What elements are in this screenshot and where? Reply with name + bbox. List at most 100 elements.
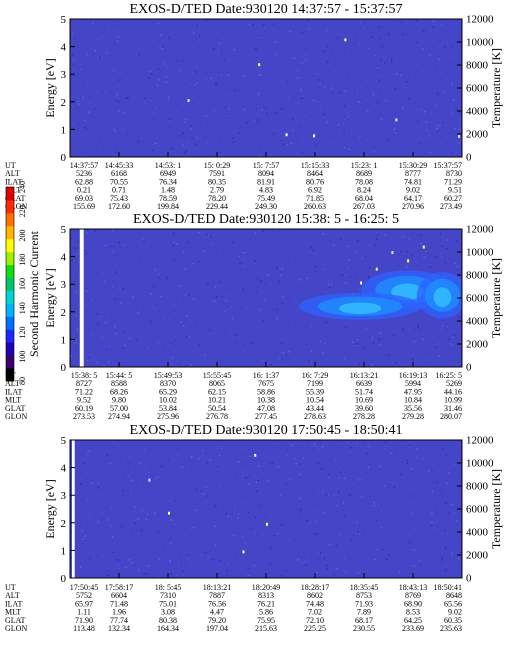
noise-speck: [381, 526, 383, 528]
noise-speck: [314, 520, 317, 522]
noise-speck: [194, 71, 196, 73]
noise-speck: [122, 128, 124, 130]
noise-speck: [426, 358, 428, 360]
ephemeris-value: 53.84: [159, 404, 177, 413]
noise-speck: [117, 564, 119, 566]
noise-speck: [134, 563, 136, 566]
ephemeris-value: 235.63: [440, 624, 462, 633]
noise-speck: [176, 29, 178, 31]
noise-speck: [283, 143, 285, 146]
noise-speck: [106, 570, 108, 572]
noise-speck: [231, 317, 234, 319]
noise-speck: [106, 317, 109, 319]
noise-speck: [436, 128, 438, 130]
y2-axis-label: Temperature [K]: [489, 48, 503, 128]
noise-speck: [316, 101, 319, 103]
noise-speck: [214, 505, 216, 507]
noise-speck: [234, 89, 236, 91]
noise-speck: [76, 253, 79, 255]
y-tick-label: 0: [61, 362, 67, 374]
noise-speck: [336, 504, 338, 507]
noise-speck: [222, 32, 225, 34]
noise-speck: [400, 473, 403, 475]
noise-speck: [436, 525, 438, 527]
noise-speck: [273, 132, 275, 135]
noise-speck: [394, 362, 397, 364]
noise-speck: [276, 465, 279, 468]
noise-speck: [339, 471, 341, 473]
noise-speck: [281, 268, 283, 270]
ephemeris-value: 8727: [76, 379, 92, 388]
noise-speck: [317, 462, 319, 464]
bright-speck: [407, 259, 410, 263]
ephemeris-value: 65.56: [444, 599, 462, 608]
noise-speck: [82, 538, 85, 540]
noise-speck: [367, 570, 369, 572]
noise-speck: [297, 77, 299, 79]
noise-speck: [331, 53, 334, 55]
noise-speck: [214, 485, 217, 488]
noise-speck: [278, 280, 280, 283]
noise-speck: [269, 547, 272, 549]
noise-speck: [90, 298, 93, 301]
noise-speck: [454, 127, 457, 130]
noise-speck: [371, 337, 373, 340]
noise-speck: [288, 351, 290, 353]
noise-speck: [196, 82, 198, 84]
ephemeris-value: 233.69: [402, 624, 424, 633]
ephemeris-value: 8464: [307, 169, 323, 178]
noise-speck: [253, 100, 255, 103]
noise-speck: [410, 531, 412, 533]
noise-speck: [138, 569, 140, 571]
noise-speck: [231, 512, 233, 514]
noise-speck: [357, 343, 359, 345]
noise-speck: [343, 132, 345, 134]
colorbar-segment: [6, 342, 14, 356]
noise-speck: [175, 259, 177, 261]
noise-speck: [254, 516, 257, 519]
noise-speck: [148, 565, 150, 567]
noise-speck: [440, 256, 443, 258]
ephemeris-value: 39.60: [355, 404, 373, 413]
noise-speck: [403, 365, 406, 367]
noise-speck: [74, 19, 76, 21]
ephemeris-value: 7.02: [308, 608, 322, 617]
noise-speck: [385, 113, 387, 115]
noise-speck: [180, 321, 182, 323]
noise-speck: [303, 457, 305, 459]
ephemeris-value: 5.86: [259, 608, 273, 617]
noise-speck: [113, 245, 115, 248]
noise-speck: [190, 128, 192, 130]
ephemeris-value: 7199: [307, 379, 323, 388]
noise-speck: [245, 297, 247, 300]
noise-speck: [440, 329, 442, 332]
noise-speck: [447, 514, 449, 516]
noise-speck: [264, 283, 266, 285]
noise-speck: [116, 94, 118, 96]
noise-speck: [109, 263, 111, 266]
noise-speck: [388, 354, 390, 356]
noise-speck: [181, 135, 183, 137]
noise-speck: [384, 62, 386, 65]
noise-speck: [206, 495, 208, 497]
panel-1: EXOS-D/TED Date:930120 14:37:57 - 15:37:…: [5, 2, 503, 211]
noise-speck: [205, 568, 207, 570]
noise-speck: [239, 255, 242, 257]
noise-speck: [138, 54, 141, 56]
noise-speck: [131, 490, 133, 492]
y2-tick-label: 4000: [466, 106, 489, 118]
noise-speck: [391, 42, 393, 45]
ephemeris-value: 81.91: [257, 177, 275, 186]
noise-speck: [407, 485, 409, 487]
noise-speck: [452, 23, 454, 25]
noise-speck: [185, 150, 187, 153]
noise-speck: [232, 141, 235, 144]
noise-speck: [428, 470, 430, 473]
noise-speck: [316, 572, 318, 574]
noise-speck: [149, 70, 151, 73]
y-tick-label: 0: [61, 573, 67, 585]
noise-speck: [264, 475, 267, 477]
noise-speck: [387, 138, 389, 141]
y2-tick-label: 10000: [466, 37, 494, 49]
noise-speck: [144, 315, 147, 318]
